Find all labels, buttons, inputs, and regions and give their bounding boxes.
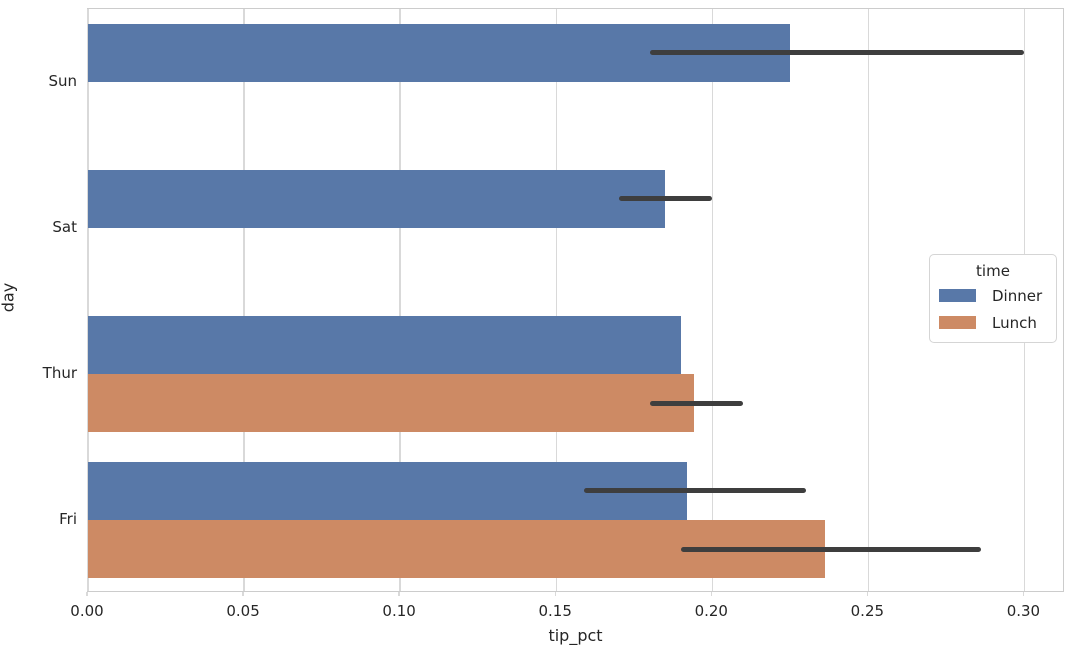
gridline-x-0.25 — [867, 9, 870, 591]
x-tick-mark — [710, 592, 712, 596]
bar-dinner-sat — [88, 169, 666, 228]
x-tick-label-0.25: 0.25 — [850, 602, 885, 620]
x-tick-mark — [866, 592, 869, 596]
error-bar-lunch-thur — [649, 400, 744, 406]
y-tick-label-thur: Thur — [42, 364, 77, 382]
x-tick-label-0.10: 0.10 — [382, 602, 416, 620]
y-axis-label: day — [0, 282, 18, 313]
legend-label-dinner: Dinner — [992, 286, 1043, 305]
y-tick-label-fri: Fri — [59, 510, 77, 528]
legend-swatch-dinner — [939, 289, 976, 302]
y-tick-label-sat: Sat — [52, 218, 77, 236]
bar-dinner-thur — [88, 315, 682, 374]
gridline-x-0.00 — [87, 9, 89, 591]
x-tick-label-0.30: 0.30 — [1006, 602, 1041, 620]
x-tick-label-0.20: 0.20 — [694, 602, 728, 620]
x-tick-mark — [242, 592, 244, 596]
gridline-x-0.05 — [243, 9, 245, 591]
x-axis-label: tip_pct — [548, 626, 603, 645]
legend-row-lunch: Lunch — [939, 309, 1047, 336]
legend-swatch-lunch — [939, 316, 976, 329]
legend-label-lunch: Lunch — [992, 313, 1037, 332]
x-tick-mark — [1022, 592, 1025, 596]
gridline-x-0.15 — [555, 9, 557, 591]
legend-title: time — [976, 262, 1010, 280]
x-tick-mark — [86, 592, 88, 596]
legend-row-dinner: Dinner — [939, 282, 1047, 309]
error-bar-dinner-sat — [618, 196, 713, 202]
x-tick-mark — [398, 592, 400, 596]
error-bar-dinner-fri — [584, 488, 806, 494]
x-tick-mark — [554, 592, 556, 596]
bar-lunch-thur — [88, 374, 694, 433]
error-bar-dinner-sun — [649, 50, 1025, 56]
plot-area — [87, 8, 1064, 592]
x-tick-label-0.15: 0.15 — [538, 602, 572, 620]
legend: time Dinner Lunch — [929, 254, 1057, 343]
x-tick-label-0.00: 0.00 — [70, 602, 104, 620]
y-tick-label-sun: Sun — [48, 72, 77, 90]
gridline-x-0.10 — [399, 9, 401, 591]
x-tick-label-0.05: 0.05 — [226, 602, 260, 620]
gridline-x-0.20 — [711, 9, 713, 591]
error-bar-lunch-fri — [681, 546, 981, 552]
